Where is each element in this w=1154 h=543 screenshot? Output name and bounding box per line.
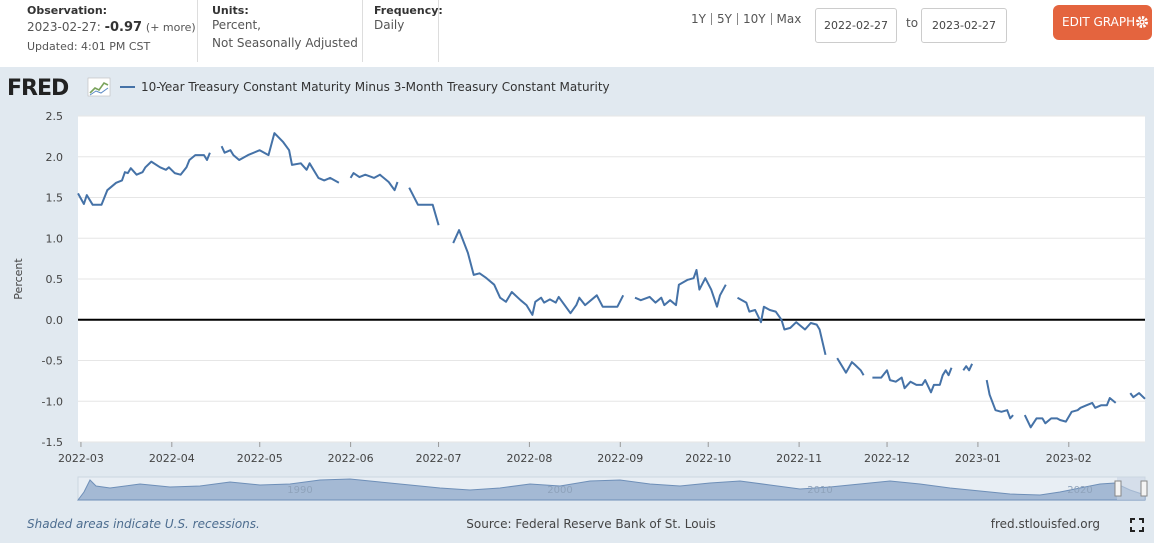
divider bbox=[362, 0, 363, 62]
y-tick-label: 0.0 bbox=[46, 314, 64, 327]
range-button[interactable]: Max bbox=[776, 12, 802, 26]
logo: FRED bbox=[7, 76, 69, 101]
end-date-input[interactable]: 2023-02-27 bbox=[921, 8, 1007, 43]
x-tick-label: 2022-06 bbox=[328, 452, 374, 465]
range-button[interactable]: 10Y bbox=[742, 12, 766, 26]
x-tick-label: 2022-07 bbox=[416, 452, 462, 465]
y-tick-label: -1.5 bbox=[42, 436, 63, 449]
edit-graph-label: EDIT GRAPH bbox=[1062, 15, 1136, 29]
site[interactable]: fred.stlouisfed.org bbox=[991, 517, 1100, 531]
x-tick-label: 2022-03 bbox=[58, 452, 104, 465]
logo-icon bbox=[87, 77, 111, 97]
units: Percent, bbox=[212, 18, 261, 32]
frequency: Daily bbox=[374, 18, 405, 32]
recession-note: Shaded areas indicate U.S. recessions. bbox=[27, 517, 260, 531]
separator bbox=[736, 13, 738, 25]
y-tick-label: 0.5 bbox=[46, 273, 64, 286]
updated: Updated: 4:01 PM CST bbox=[27, 40, 151, 53]
x-tick-label: 2022-04 bbox=[149, 452, 195, 465]
navigator-label: 2020 bbox=[1067, 485, 1092, 496]
x-tick-label: 2022-11 bbox=[776, 452, 822, 465]
source: Source: Federal Reserve Bank of St. Loui… bbox=[466, 517, 715, 531]
y-tick-label: 2.5 bbox=[46, 110, 64, 123]
observation: 2023-02-27: -0.97 (+ more) bbox=[27, 20, 196, 35]
y-tick-label: -0.5 bbox=[42, 355, 63, 368]
x-tick-label: 2022-12 bbox=[864, 452, 910, 465]
to-label: to bbox=[906, 16, 919, 30]
edit-graph-button[interactable]: EDIT GRAPH bbox=[1053, 5, 1152, 40]
separator bbox=[770, 13, 772, 25]
navigator-label: 2010 bbox=[807, 485, 832, 496]
x-tick-label: 2022-05 bbox=[237, 452, 283, 465]
range-buttons: 1Y 5Y 10Y Max bbox=[691, 12, 801, 26]
range-button[interactable]: 1Y bbox=[691, 12, 706, 26]
x-tick-label: 2023-02 bbox=[1046, 452, 1092, 465]
fullscreen-icon[interactable] bbox=[1130, 518, 1144, 532]
start-date-input[interactable]: 2022-02-27 bbox=[815, 8, 897, 43]
y-tick-label: 1.5 bbox=[46, 192, 64, 205]
units-label: Units: bbox=[212, 4, 249, 17]
more-link[interactable]: (+ more) bbox=[145, 21, 196, 34]
navigator-label: 2000 bbox=[547, 485, 572, 496]
navigator: 1990 2000 2010 2020 bbox=[77, 476, 1148, 501]
y-axis-label: Percent bbox=[12, 258, 25, 300]
y-tick-label: 1.0 bbox=[46, 232, 64, 245]
frequency-label: Frequency: bbox=[374, 4, 443, 17]
header: Observation: 2023-02-27: -0.97 (+ more) … bbox=[0, 0, 1154, 67]
divider bbox=[438, 0, 439, 62]
divider bbox=[197, 0, 198, 62]
gear-icon bbox=[1136, 16, 1148, 28]
y-tick-label: 2.0 bbox=[46, 151, 64, 164]
range-button[interactable]: 5Y bbox=[716, 12, 732, 26]
navigator-label: 1990 bbox=[287, 485, 312, 496]
units: Not Seasonally Adjusted bbox=[212, 36, 358, 50]
x-tick-label: 2022-08 bbox=[506, 452, 552, 465]
x-tick-label: 2023-01 bbox=[955, 452, 1001, 465]
series-line bbox=[77, 132, 1146, 429]
observation-label: Observation: bbox=[27, 4, 108, 17]
x-tick-label: 2022-10 bbox=[685, 452, 731, 465]
observation-value: -0.97 bbox=[104, 20, 143, 35]
y-tick-label: -1.0 bbox=[42, 395, 63, 408]
legend-label: 10-Year Treasury Constant Maturity Minus… bbox=[141, 80, 610, 94]
x-tick-label: 2022-09 bbox=[597, 452, 643, 465]
separator bbox=[710, 13, 712, 25]
observation-date: 2023-02-27: bbox=[27, 20, 101, 34]
